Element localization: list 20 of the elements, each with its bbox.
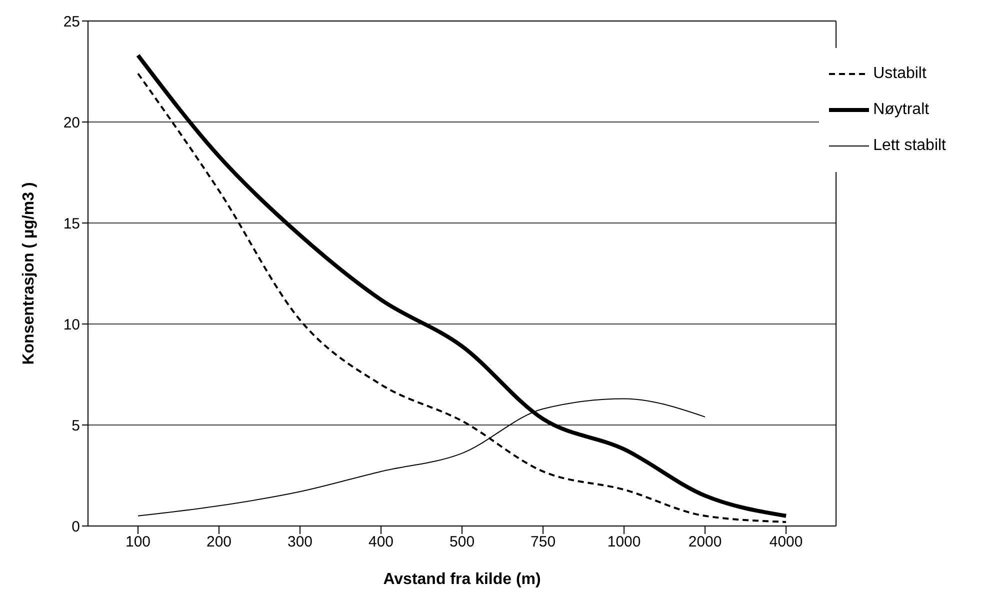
legend-label: Lett stabilt [873,136,946,156]
x-tick-label: 200 [206,534,232,551]
x-tick-label: 4000 [769,534,803,551]
y-tick-label: 10 [63,316,80,334]
legend-label: Nøytralt [873,100,930,120]
y-tick-label: 25 [63,13,80,30]
y-tick-label: 15 [63,215,80,232]
x-tick-label: 400 [368,534,394,551]
y-axis-title: Konsentrasjon ( µg/m3 ) [20,182,38,365]
x-tick-label: 1000 [607,534,641,551]
x-axis-title: Avstand fra kilde (m) [383,571,541,588]
x-tick-label: 100 [125,534,151,551]
legend-label: Ustabilt [873,64,926,84]
x-tick-label: 500 [450,534,475,551]
y-tick-label: 20 [63,114,80,132]
x-tick-label: 750 [530,534,556,551]
x-tick-label: 300 [288,534,313,551]
y-tick-label: 5 [72,417,80,434]
y-tick-label: 0 [72,518,80,536]
x-tick-label: 2000 [688,534,722,551]
